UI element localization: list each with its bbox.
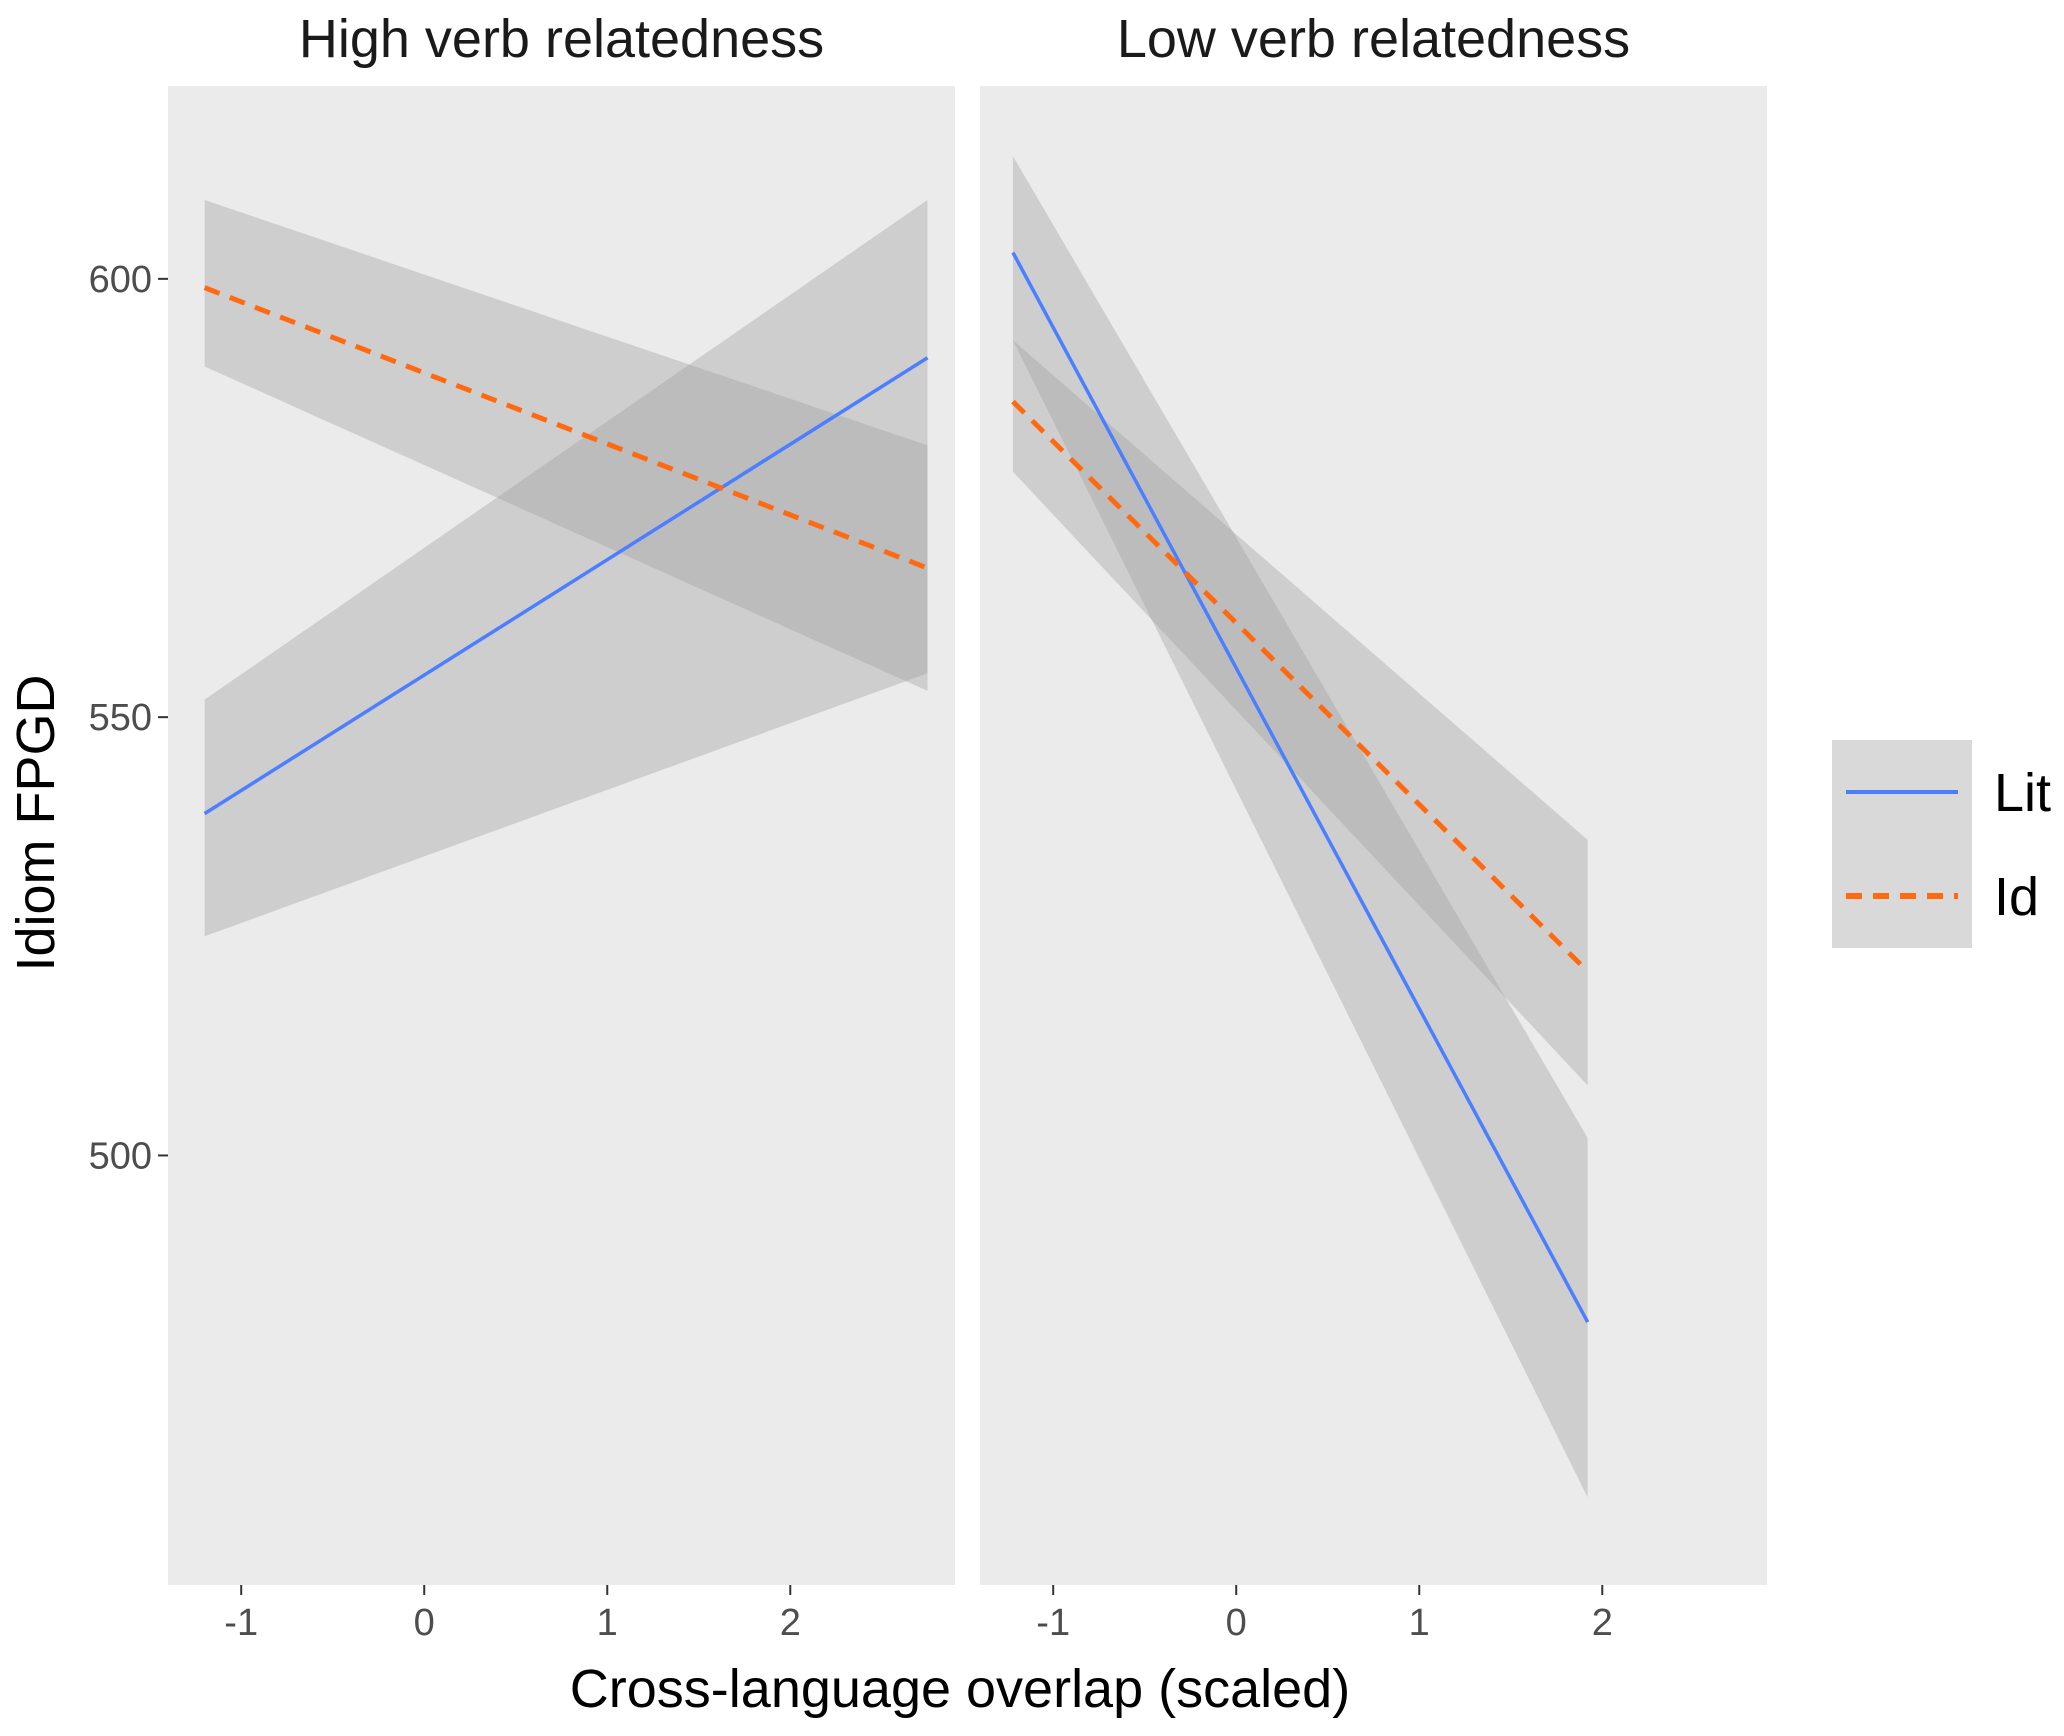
- series-line-lit: [203, 356, 929, 816]
- x-tick-label: 1: [1409, 1602, 1430, 1644]
- y-axis-title: Idiom FPGD: [6, 674, 66, 971]
- x-axis-ticks: -1 0 1 2 -1 0 1 2: [224, 1585, 1613, 1644]
- legend: Lit Id: [1832, 740, 2051, 948]
- confidence-band-id: [1012, 340, 1588, 1086]
- y-tick-label: 550: [89, 697, 152, 739]
- y-axis-ticks: 500 550 600: [89, 259, 168, 1177]
- confidence-band-id: [204, 200, 928, 691]
- y-tick-label: 500: [89, 1135, 152, 1177]
- x-tick-label: 2: [780, 1602, 801, 1644]
- x-tick-label: -1: [224, 1602, 258, 1644]
- series-line-id: [203, 285, 929, 571]
- confidence-band-lit: [204, 200, 928, 937]
- panel-strip-title: High verb relatedness: [299, 9, 824, 69]
- panel-strip-title: Low verb relatedness: [1117, 9, 1630, 69]
- x-axis-title: Cross-language overlap (scaled): [570, 1659, 1350, 1719]
- x-tick-label: 2: [1592, 1602, 1613, 1644]
- panel-2: Low verb relatedness: [980, 9, 1767, 1585]
- y-tick-label: 600: [89, 259, 152, 301]
- legend-label-lit: Lit: [1994, 763, 2051, 823]
- x-tick-label: 0: [414, 1602, 435, 1644]
- panel-background: [168, 86, 955, 1585]
- confidence-band-lit: [1012, 156, 1588, 1498]
- series-line-lit: [1011, 251, 1590, 1323]
- panel-background: [980, 86, 1767, 1585]
- x-tick-label: -1: [1036, 1602, 1070, 1644]
- panels-layer: High verb relatedness Low verb relatednes…: [168, 9, 1767, 1585]
- panel-1: High verb relatedness: [168, 9, 955, 1585]
- x-tick-label: 0: [1226, 1602, 1247, 1644]
- x-tick-label: 1: [597, 1602, 618, 1644]
- axes-layer: 500 550 600 -1 0 1 2 -1 0 1 2 Cross-language over…: [6, 259, 1613, 1719]
- legend-label-id: Id: [1994, 867, 2039, 927]
